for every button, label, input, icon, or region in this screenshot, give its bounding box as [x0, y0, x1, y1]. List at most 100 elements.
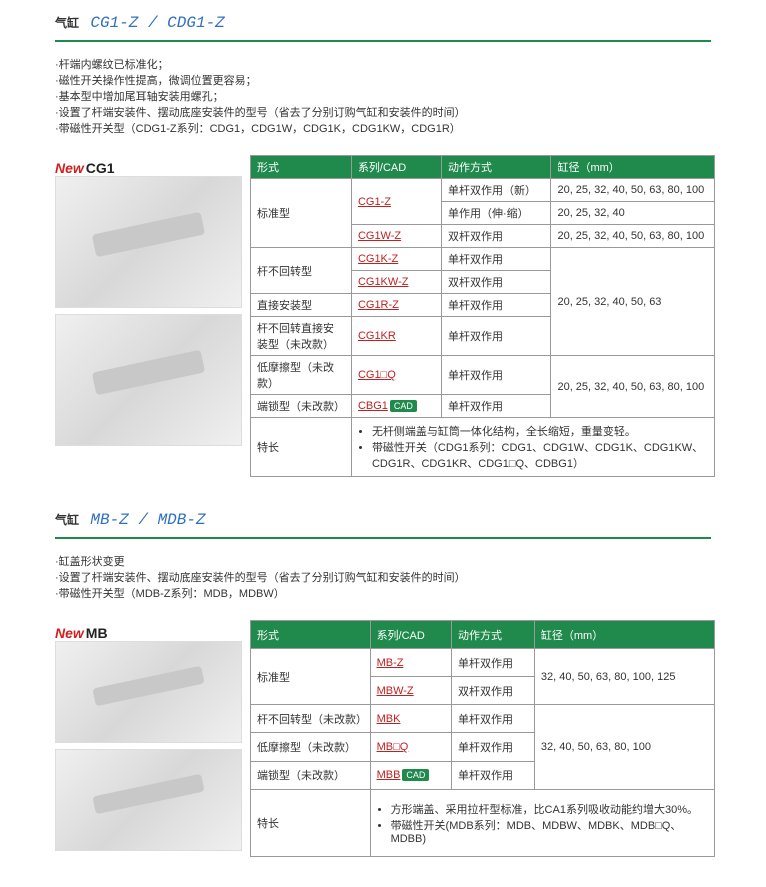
- cell-action: 单杆双作用: [441, 395, 550, 418]
- cad-badge[interactable]: CAD: [390, 400, 417, 412]
- cell-bore: 20, 25, 32, 40, 50, 63, 80, 100: [551, 179, 715, 202]
- cell-action: 单作用（伸·缩）: [441, 202, 550, 225]
- section-mb: 气缸 MB-Z / MDB-Z ·缸盖形状变更 ·设置了杆端安装件、摆动底座安装…: [0, 507, 766, 857]
- header-action: 动作方式: [441, 156, 550, 179]
- feature-row: 特长 无杆侧端盖与缸筒一体化结构，全长缩短，重量变轻。 带磁性开关（CDG1系列…: [251, 418, 715, 477]
- cell-type: 标准型: [251, 179, 352, 248]
- cell-type: 端锁型（未改款）: [251, 395, 352, 418]
- cell-action: 单杆双作用: [451, 761, 534, 789]
- series-link[interactable]: CG1K-Z: [358, 253, 398, 265]
- feature-row: 特长 方形端盖、采用拉杆型标准，比CA1系列吸收动能约增大30%。 带磁性开关(…: [251, 789, 715, 856]
- title-label: 气缸: [55, 513, 79, 527]
- cell-bore: 32, 40, 50, 63, 80, 100, 125: [534, 649, 714, 705]
- series-link[interactable]: MB-Z: [377, 657, 404, 669]
- feature-cell: 方形端盖、采用拉杆型标准，比CA1系列吸收动能约增大30%。 带磁性开关(MDB…: [370, 789, 714, 856]
- product-image: [55, 314, 242, 446]
- series-link[interactable]: CG1KW-Z: [358, 276, 409, 288]
- cell-series: CG1W-Z: [351, 225, 441, 248]
- description-block: ·缸盖形状变更 ·设置了杆端安装件、摆动底座安装件的型号（省去了分别订购气缸和安…: [55, 554, 766, 602]
- feature-item: 方形端盖、采用拉杆型标准，比CA1系列吸收动能约增大30%。: [391, 801, 708, 817]
- header-action: 动作方式: [451, 621, 534, 649]
- cell-type: 端锁型（未改款）: [251, 761, 371, 789]
- cell-type: 低摩擦型（未改款）: [251, 733, 371, 761]
- cell-action: 单杆双作用: [451, 733, 534, 761]
- header-bore: 缸径（mm）: [551, 156, 715, 179]
- series-link[interactable]: MBB: [377, 769, 401, 781]
- series-link[interactable]: CG1R-Z: [358, 299, 399, 311]
- cell-bore: 20, 25, 32, 40: [551, 202, 715, 225]
- header-row: 形式 系列/CAD 动作方式 缸径（mm）: [251, 621, 715, 649]
- desc-line: ·设置了杆端安装件、摆动底座安装件的型号（省去了分别订购气缸和安装件的时间）: [55, 570, 766, 586]
- title-label: 气缸: [55, 16, 79, 30]
- feature-item: 带磁性开关(MDB系列：MDB、MDBW、MDBK、MDB□Q、MDBB): [391, 817, 708, 845]
- series-link[interactable]: CG1□Q: [358, 369, 396, 381]
- cell-series: MB□Q: [370, 733, 451, 761]
- cell-bore: 20, 25, 32, 40, 50, 63: [551, 248, 715, 356]
- cell-series: CG1KW-Z: [351, 271, 441, 294]
- feature-label: 特长: [251, 789, 371, 856]
- cell-series: CG1-Z: [351, 179, 441, 225]
- product-name: NewMB: [55, 625, 250, 641]
- cad-badge[interactable]: CAD: [402, 769, 429, 781]
- cell-series: MB-Z: [370, 649, 451, 677]
- cell-action: 单杆双作用: [441, 356, 550, 395]
- cell-action: 单杆双作用: [451, 649, 534, 677]
- desc-line: ·带磁性开关型（CDG1-Z系列：CDG1，CDG1W，CDG1K，CDG1KW…: [55, 121, 766, 137]
- cell-action: 双杆双作用: [451, 677, 534, 705]
- cell-action: 单杆双作用（新）: [441, 179, 550, 202]
- product-name: NewCG1: [55, 160, 250, 176]
- cell-type: 直接安装型: [251, 294, 352, 317]
- desc-line: ·磁性开关操作性提高，微调位置更容易；: [55, 73, 766, 89]
- product-image: [55, 641, 242, 743]
- cell-action: 单杆双作用: [451, 705, 534, 733]
- cell-series: MBK: [370, 705, 451, 733]
- cell-series: CBG1CAD: [351, 395, 441, 418]
- series-link[interactable]: CG1KR: [358, 330, 396, 342]
- series-link[interactable]: CBG1: [358, 400, 388, 412]
- series-link[interactable]: CG1-Z: [358, 196, 391, 208]
- image-column: NewCG1: [55, 155, 250, 477]
- series-link[interactable]: MB□Q: [377, 741, 409, 753]
- series-link[interactable]: CG1W-Z: [358, 230, 401, 242]
- desc-line: ·缸盖形状变更: [55, 554, 766, 570]
- cell-bore: 20, 25, 32, 40, 50, 63, 80, 100: [551, 225, 715, 248]
- cell-series: CG1□Q: [351, 356, 441, 395]
- desc-line: ·杆端内螺纹已标准化；: [55, 57, 766, 73]
- table-row: 杆不回转型（未改款） MBK 单杆双作用 32, 40, 50, 63, 80,…: [251, 705, 715, 733]
- model-tag: MB: [86, 625, 108, 641]
- table-row: 杆不回转型 CG1K-Z 单杆双作用 20, 25, 32, 40, 50, 6…: [251, 248, 715, 271]
- cell-action: 双杆双作用: [441, 225, 550, 248]
- title-underline: [55, 537, 711, 539]
- cell-series: CG1R-Z: [351, 294, 441, 317]
- table-row: 标准型 CG1-Z 单杆双作用（新） 20, 25, 32, 40, 50, 6…: [251, 179, 715, 202]
- image-column: NewMB: [55, 620, 250, 857]
- section-cg1: 气缸 CG1-Z / CDG1-Z ·杆端内螺纹已标准化； ·磁性开关操作性提高…: [0, 10, 766, 477]
- content-row: NewCG1 形式 系列/CAD 动作方式 缸径（mm） 标准型 CG1-Z 单…: [55, 155, 766, 477]
- desc-line: ·设置了杆端安装件、摆动底座安装件的型号（省去了分别订购气缸和安装件的时间）: [55, 105, 766, 121]
- new-tag: New: [55, 160, 84, 176]
- title-row: 气缸 MB-Z / MDB-Z: [55, 507, 766, 533]
- cell-action: 单杆双作用: [441, 294, 550, 317]
- cell-bore: 20, 25, 32, 40, 50, 63, 80, 100: [551, 356, 715, 418]
- desc-line: ·基本型中增加尾耳轴安装用螺孔；: [55, 89, 766, 105]
- model-tag: CG1: [86, 160, 115, 176]
- cell-series: CG1K-Z: [351, 248, 441, 271]
- cell-action: 双杆双作用: [441, 271, 550, 294]
- cell-type: 低摩擦型（未改款）: [251, 356, 352, 395]
- spec-table-mb: 形式 系列/CAD 动作方式 缸径（mm） 标准型 MB-Z 单杆双作用 32,…: [250, 620, 715, 857]
- series-link[interactable]: MBK: [377, 713, 401, 725]
- cell-action: 单杆双作用: [441, 248, 550, 271]
- feature-item: 带磁性开关（CDG1系列：CDG1、CDG1W、CDG1K、CDG1KW、CDG…: [372, 439, 708, 471]
- product-image: [55, 749, 242, 851]
- cell-type: 杆不回转型（未改款）: [251, 705, 371, 733]
- series-link[interactable]: MBW-Z: [377, 685, 414, 697]
- title-model: MB-Z / MDB-Z: [90, 511, 205, 529]
- header-bore: 缸径（mm）: [534, 621, 714, 649]
- table-row: 标准型 MB-Z 单杆双作用 32, 40, 50, 63, 80, 100, …: [251, 649, 715, 677]
- content-row: NewMB 形式 系列/CAD 动作方式 缸径（mm） 标准型 MB-Z 单杆双…: [55, 620, 766, 857]
- cell-bore: 32, 40, 50, 63, 80, 100: [534, 705, 714, 789]
- cell-type: 杆不回转型: [251, 248, 352, 294]
- table-row: 低摩擦型（未改款） CG1□Q 单杆双作用 20, 25, 32, 40, 50…: [251, 356, 715, 395]
- cell-type: 标准型: [251, 649, 371, 705]
- title-underline: [55, 40, 711, 42]
